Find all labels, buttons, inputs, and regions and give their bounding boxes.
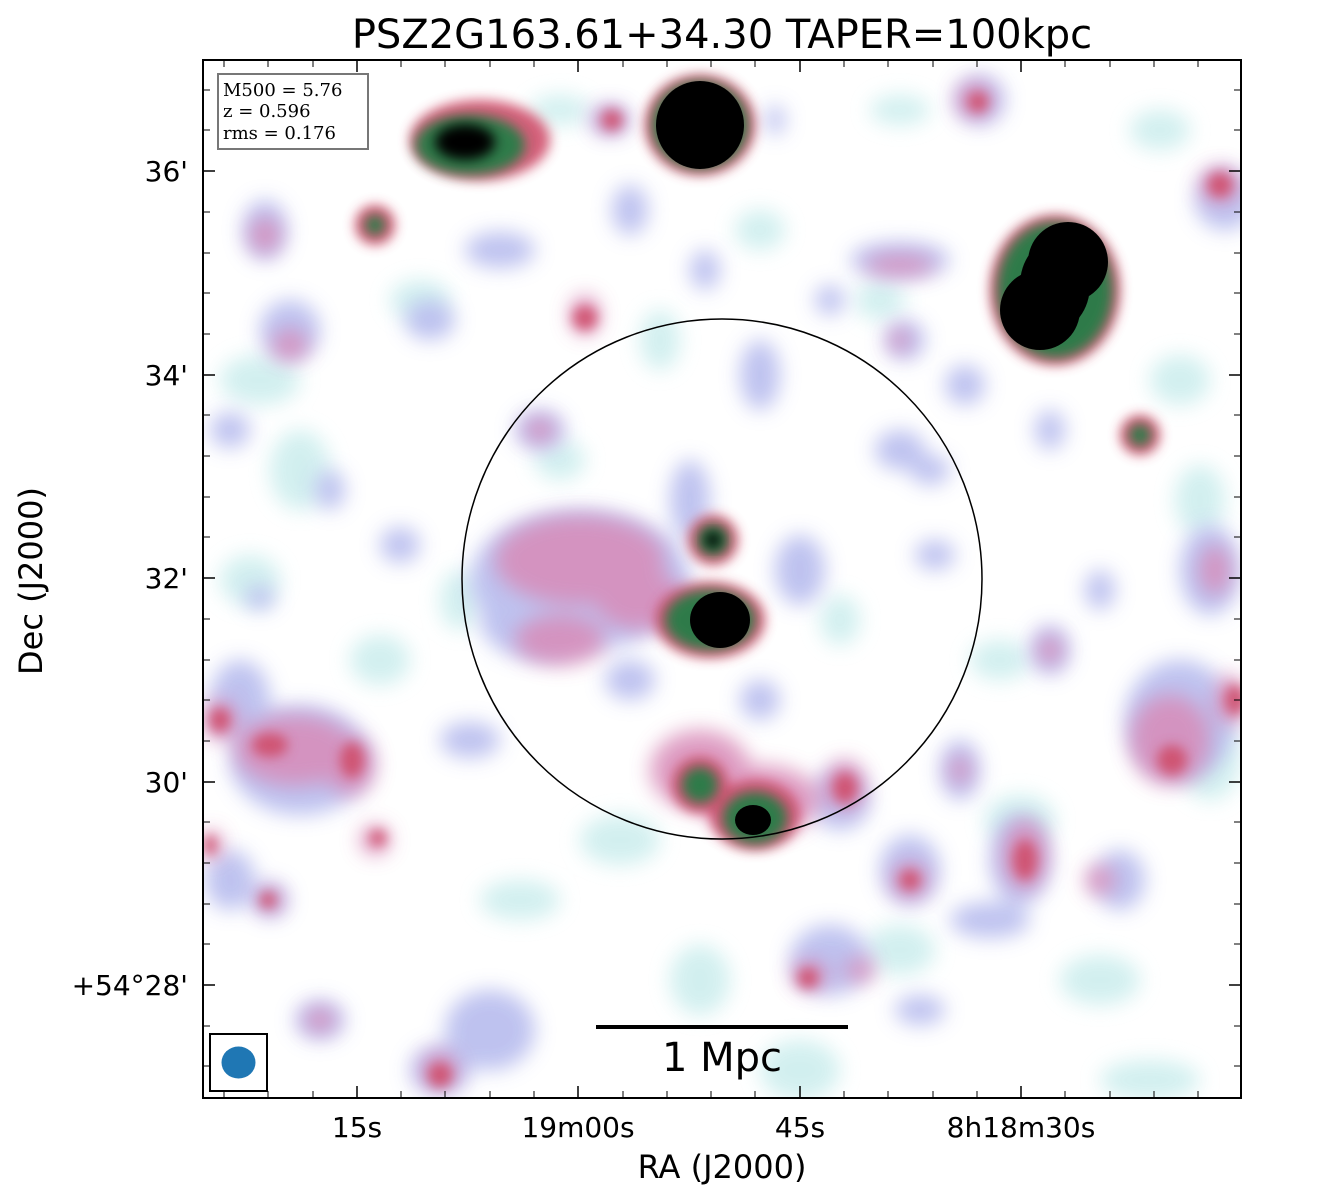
y-axis-label: Dec (J2000) <box>12 487 50 675</box>
r500-circle <box>461 318 983 840</box>
x-axis-label: RA (J2000) <box>638 1148 807 1186</box>
scale-bar: 1 Mpc <box>596 1025 848 1081</box>
info-redshift: z = 0.596 <box>223 101 311 122</box>
x-tick-label: 8h18m30s <box>947 1111 1096 1144</box>
beam-indicator <box>209 1033 268 1092</box>
y-tick-label: 32' <box>145 562 188 595</box>
axis-ticks <box>203 60 1241 1098</box>
x-tick-label: 15s <box>332 1111 382 1144</box>
x-tick-label: 45s <box>775 1111 825 1144</box>
info-rms: rms = 0.176 <box>223 123 336 144</box>
plot-title: PSZ2G163.61+34.30 TAPER=100kpc <box>352 12 1092 58</box>
x-tick-label: 19m00s <box>521 1111 634 1144</box>
minor-ticks <box>203 60 1241 1098</box>
noise-low <box>220 95 1240 1098</box>
scale-bar-label: 1 Mpc <box>662 1035 782 1081</box>
y-tick-label: 36' <box>145 155 188 188</box>
radio-emission-map <box>203 60 1241 1098</box>
y-tick-label: 30' <box>145 766 188 799</box>
info-box: M500 = 5.76 z = 0.596 rms = 0.176 <box>217 73 369 150</box>
plot-frame <box>202 59 1242 1099</box>
emission-peaks <box>435 81 1108 835</box>
y-tick-label: +54°28' <box>72 969 188 1002</box>
info-m500: M500 = 5.76 <box>223 80 342 101</box>
beam-ellipse <box>221 1046 256 1079</box>
y-tick-label: 34' <box>145 359 188 392</box>
